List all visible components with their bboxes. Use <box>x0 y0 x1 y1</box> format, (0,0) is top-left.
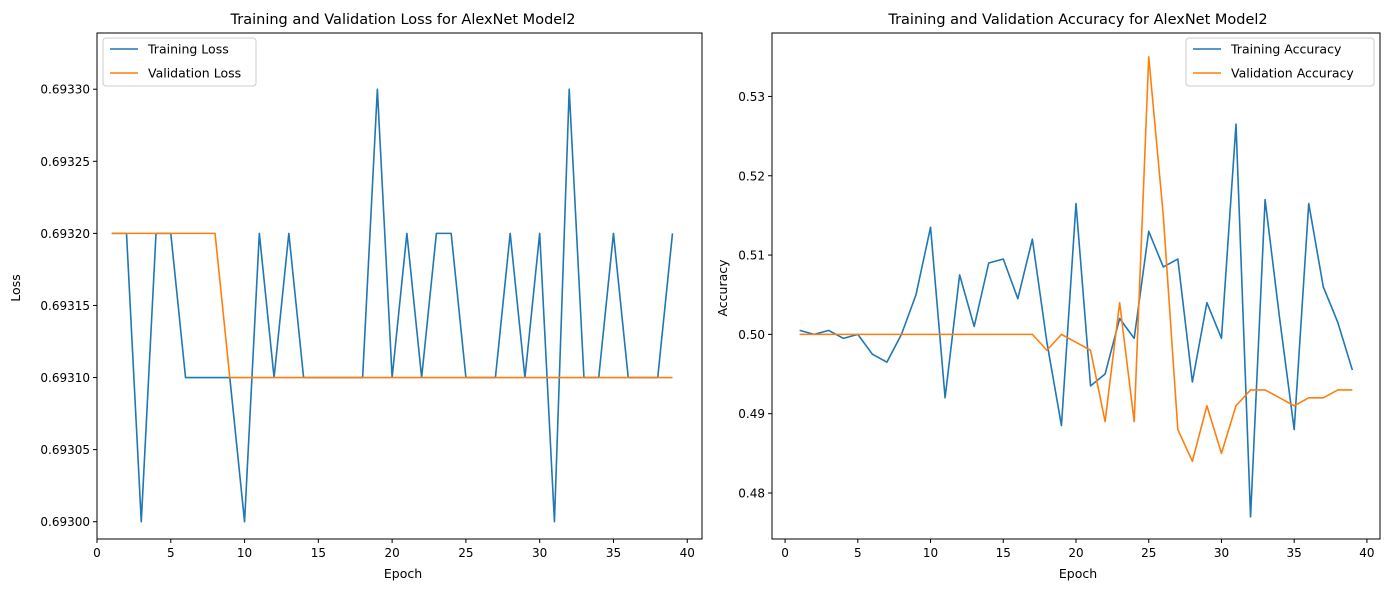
y-tick-label: 0.52 <box>738 169 765 183</box>
chart-title: Training and Validation Loss for AlexNet… <box>230 12 576 28</box>
ticks: 0 5 10 15 20 25 30 35 40 0.48 0.49 0.50 0.51 0.52 0.53 <box>738 90 1374 560</box>
x-axis-label: Epoch <box>384 566 422 581</box>
chart-title: Training and Validation Accuracy for Ale… <box>887 12 1267 28</box>
legend-label-validation: Validation Loss <box>148 66 241 81</box>
ticks: 0 5 10 15 20 25 30 35 40 0.69300 0.69305 0.69310 0.6… <box>40 83 695 560</box>
y-tick-label: 0.48 <box>738 487 765 501</box>
y-tick-label: 0.49 <box>738 407 765 421</box>
legend: Training Loss Validation Loss <box>102 37 257 87</box>
x-tick-label: 40 <box>680 546 695 560</box>
loss-chart: Training and Validation Loss for AlexNet… <box>8 12 703 581</box>
y-tick-label: 0.69320 <box>40 227 90 241</box>
legend: Training Accuracy Validation Accuracy <box>1185 37 1375 87</box>
series-lines <box>799 55 1354 518</box>
y-tick-label: 0.51 <box>738 249 765 263</box>
series-lines <box>111 88 674 523</box>
y-axis-label: Loss <box>8 274 23 301</box>
y-tick-label: 0.69315 <box>40 299 90 313</box>
y-tick-label: 0.69305 <box>40 443 90 457</box>
x-tick-label: 20 <box>1068 546 1083 560</box>
x-tick-label: 35 <box>606 546 621 560</box>
plot-frame <box>96 32 703 540</box>
y-axis-label: Accuracy <box>715 259 730 317</box>
x-tick-label: 30 <box>1214 546 1229 560</box>
x-axis-label: Epoch <box>1059 566 1097 581</box>
x-tick-label: 0 <box>781 546 789 560</box>
series-line-training <box>799 123 1354 518</box>
x-tick-label: 5 <box>167 546 175 560</box>
x-tick-label: 25 <box>1141 546 1156 560</box>
series-line-validation <box>111 232 673 379</box>
x-tick-label: 5 <box>854 546 862 560</box>
x-tick-label: 15 <box>996 546 1011 560</box>
legend-label-training: Training Accuracy <box>1230 42 1342 57</box>
x-tick-label: 30 <box>532 546 547 560</box>
series-line-validation <box>799 55 1353 463</box>
x-tick-label: 10 <box>237 546 252 560</box>
y-tick-label: 0.69330 <box>40 83 90 97</box>
x-tick-label: 10 <box>923 546 938 560</box>
x-tick-label: 15 <box>311 546 326 560</box>
x-tick-label: 0 <box>93 546 101 560</box>
x-tick-label: 35 <box>1287 546 1302 560</box>
y-tick-label: 0.69325 <box>40 155 90 169</box>
plot-frame <box>771 32 1381 540</box>
y-tick-label: 0.50 <box>738 328 765 342</box>
y-tick-label: 0.53 <box>738 90 765 104</box>
accuracy-chart: Training and Validation Accuracy for Ale… <box>715 12 1381 581</box>
legend-label-validation: Validation Accuracy <box>1231 66 1354 81</box>
x-tick-label: 20 <box>384 546 399 560</box>
y-tick-label: 0.69310 <box>40 371 90 385</box>
y-tick-label: 0.69300 <box>40 515 90 529</box>
legend-label-training: Training Loss <box>147 42 229 57</box>
legend-box <box>102 37 257 87</box>
legend-box <box>1185 37 1375 87</box>
x-tick-label: 25 <box>458 546 473 560</box>
series-line-training <box>111 88 674 523</box>
x-tick-label: 40 <box>1359 546 1374 560</box>
